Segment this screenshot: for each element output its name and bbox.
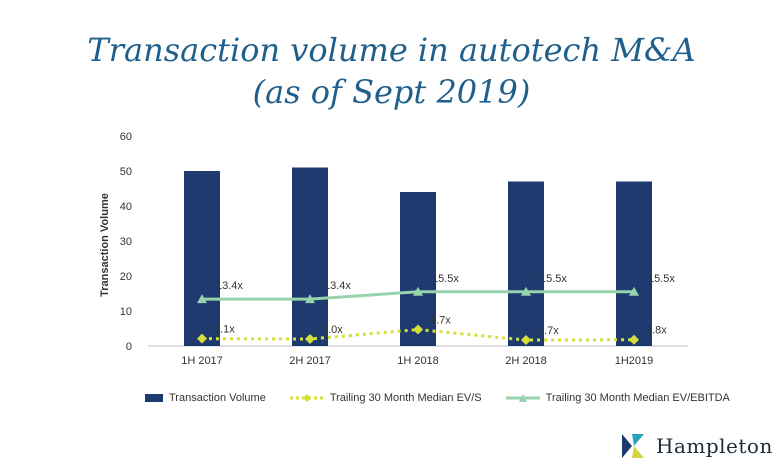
y-tick-label: 30 [120, 236, 132, 248]
legend-item-transaction-volume: Transaction Volume [145, 392, 266, 404]
marker-ev-s [197, 333, 207, 344]
bar-transaction-volume [400, 192, 436, 346]
legend-label: Transaction Volume [169, 392, 266, 404]
marker-ev-ebitda [413, 286, 423, 296]
legend-swatch-dotted-line [289, 394, 324, 402]
hampleton-logo-icon [622, 434, 644, 458]
marker-ev-ebitda [521, 286, 531, 296]
legend-item-ev-ebitda: Trailing 30 Month Median EV/EBITDA [505, 392, 730, 404]
legend-swatch-bar [145, 394, 163, 402]
data-label-ev-s: 2.1x [214, 324, 235, 336]
y-tick-label: 40 [120, 201, 132, 213]
hampleton-logo-text: Hampleton [656, 434, 773, 458]
bar-transaction-volume [616, 181, 652, 346]
marker-ev-s [305, 334, 315, 344]
data-label-ev-ebitda: 15.5x [432, 273, 459, 285]
data-label-ev-ebitda: 15.5x [540, 273, 567, 285]
data-label-ev-s: 2.0x [322, 324, 343, 336]
y-tick-label: 60 [120, 131, 132, 143]
marker-ev-s [521, 335, 531, 346]
hampleton-logo: Hampleton [620, 430, 773, 462]
marker-ev-ebitda [305, 294, 315, 304]
chart-plot: 0 10 20 30 40 50 60 Transaction Volume 1H 2017 2H… [99, 131, 688, 367]
legend-item-ev-s: Trailing 30 Month Median EV/S [289, 392, 482, 404]
marker-ev-ebitda [197, 294, 207, 304]
x-tick-label: 1H 2017 [181, 355, 223, 367]
bar-transaction-volume [508, 181, 544, 346]
legend-swatch-solid-line [505, 394, 540, 402]
chart-title-line-2: (as of Sept 2019) [252, 73, 531, 111]
data-label-ev-ebitda: 15.5x [648, 273, 675, 285]
data-label-ev-ebitda: 13.4x [216, 280, 243, 292]
marker-ev-s [629, 334, 639, 345]
legend-label: Trailing 30 Month Median EV/EBITDA [545, 392, 730, 404]
x-tick-label: 2H 2018 [505, 355, 547, 367]
chart-title-line-1: Transaction volume in autotech M&A [87, 31, 696, 69]
legend-label: Trailing 30 Month Median EV/S [329, 392, 482, 404]
y-tick-label: 0 [126, 341, 132, 353]
y-axis-title: Transaction Volume [99, 193, 111, 297]
y-tick-label: 50 [120, 166, 132, 178]
x-tick-label: 1H 2018 [397, 355, 439, 367]
y-tick-label: 20 [120, 271, 132, 283]
x-tick-label: 1H2019 [615, 355, 654, 367]
data-label-ev-s: 1.8x [646, 325, 667, 337]
marker-ev-s [413, 324, 423, 335]
data-label-ev-s: 1.7x [538, 325, 559, 337]
data-label-ev-ebitda: 13.4x [324, 280, 351, 292]
y-tick-label: 10 [120, 306, 132, 318]
bar-transaction-volume [292, 167, 328, 346]
data-label-ev-s: 4.7x [430, 315, 451, 327]
bar-transaction-volume [184, 171, 220, 346]
marker-ev-ebitda [629, 286, 639, 296]
series-line-ev-s [201, 328, 635, 342]
x-tick-label: 2H 2017 [289, 355, 331, 367]
chart-legend: Transaction Volume Trailing 30 Month Med… [145, 389, 754, 407]
